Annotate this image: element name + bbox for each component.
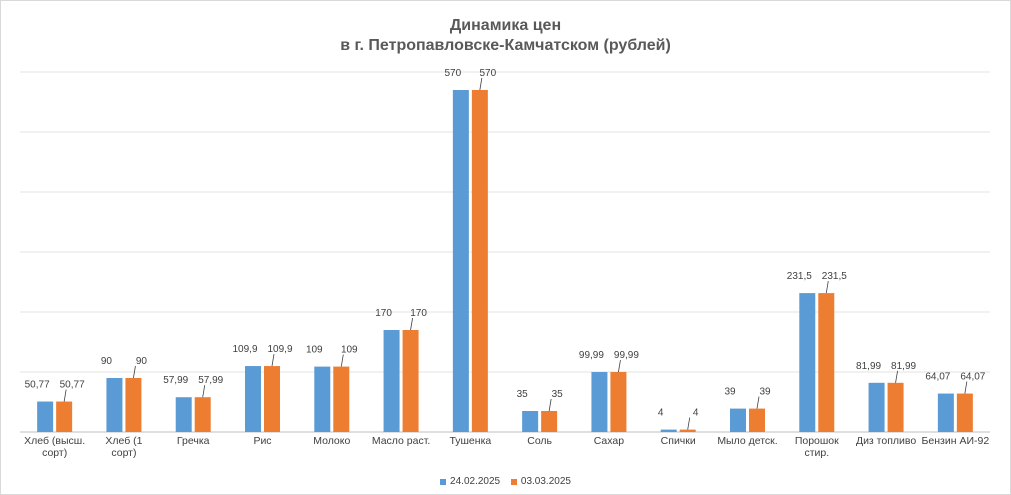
bar-series-1-8: [522, 411, 539, 432]
bar-series-2-12: [818, 293, 835, 432]
data-label-series-2-9: 99,99: [614, 350, 639, 361]
bar-series-1-11: [730, 408, 746, 432]
legend-swatch-series-1: [440, 478, 447, 485]
category-label-1: Хлеб (высш. сорт): [24, 435, 85, 459]
chart-title-line2: в г. Петропавловске-Камчатском (рублей): [340, 37, 671, 54]
bar-series-1-13: [868, 382, 885, 432]
bar-series-1-1: [37, 401, 54, 432]
category-label-7: Тушенка: [449, 435, 491, 447]
data-label-series-1-14: 64,07: [925, 372, 950, 383]
leader-line-11: [756, 396, 760, 409]
data-label-series-2-5: 109: [341, 345, 358, 356]
data-label-series-1-8: 35: [517, 389, 529, 400]
data-label-series-2-11: 39: [759, 387, 771, 398]
legend-item-series-2: 03.03.2025: [510, 476, 571, 487]
category-label-9: Сахар: [594, 435, 625, 447]
bars: [37, 90, 973, 432]
bar-series-1-10: [660, 429, 677, 432]
bar-series-1-6: [383, 330, 400, 432]
chart-title-line1: Динамика цен: [449, 17, 562, 34]
data-label-series-2-10: 4: [693, 408, 699, 419]
data-label-series-2-2: 90: [136, 356, 148, 367]
bar-series-1-7: [452, 90, 469, 432]
leader-line-6: [410, 317, 413, 331]
leader-line-9: [618, 359, 621, 373]
data-label-series-1-13: 81,99: [856, 361, 881, 372]
category-label-3: Гречка: [177, 435, 210, 447]
category-label-12: Порошок стир.: [795, 435, 839, 459]
bar-series-1-9: [591, 372, 608, 432]
bar-series-2-8: [541, 411, 558, 432]
bar-series-2-7: [471, 90, 488, 432]
data-label-series-2-4: 109,9: [267, 344, 292, 355]
legend-swatch-series-2: [510, 478, 517, 485]
bar-series-2-5: [333, 366, 350, 432]
category-label-5: Молоко: [313, 435, 350, 447]
bar-series-2-13: [887, 382, 904, 432]
data-label-series-1-9: 99,99: [579, 350, 604, 361]
bar-series-1-5: [314, 366, 331, 432]
leader-line-8: [548, 398, 552, 412]
category-label-8: Соль: [527, 435, 552, 447]
leader-line-2: [133, 365, 136, 379]
data-label-series-1-10: 4: [658, 408, 664, 419]
category-label-10: Спички: [661, 435, 696, 447]
legend-item-series-1: 24.02.2025: [440, 476, 500, 487]
bar-series-2-2: [125, 378, 142, 432]
data-label-series-1-3: 57,99: [163, 375, 188, 386]
category-label-4: Рис: [253, 435, 271, 447]
category-label-6: Масло раст.: [372, 435, 430, 447]
bar-series-1-4: [245, 366, 261, 432]
data-label-series-1-2: 90: [101, 356, 113, 367]
leader-line-13: [895, 370, 898, 383]
bar-series-1-3: [175, 397, 192, 432]
category-label-14: Бензин АИ-92: [922, 435, 990, 447]
category-label-11: Мыло детск.: [717, 435, 777, 447]
data-label-series-1-4: 109,9: [232, 344, 257, 355]
data-labels: 50,77 50,77 90 90 57,99 57,99 109,9 109,9 109 109…: [25, 68, 986, 430]
leader-line-7: [479, 77, 483, 91]
bar-series-1-2: [106, 378, 123, 432]
data-label-series-1-12: 231,5: [787, 271, 812, 282]
bar-series-2-4: [264, 366, 280, 432]
bar-series-2-6: [402, 330, 419, 432]
leader-line-4: [271, 353, 275, 367]
leader-line-3: [202, 385, 206, 398]
category-label-2: Хлеб (1 сорт): [105, 435, 142, 459]
bar-series-2-3: [194, 397, 211, 432]
chart-title: Динамика цен в г. Петропавловске-Камчатс…: [0, 16, 1011, 56]
data-label-series-2-6: 170: [410, 308, 427, 319]
category-labels: Хлеб (высш. сорт) Хлеб (1 сорт) Гречка Рис Мол…: [24, 435, 989, 459]
data-label-series-2-3: 57,99: [198, 375, 223, 386]
bar-series-2-9: [610, 372, 627, 432]
data-label-series-1-1: 50,77: [25, 380, 50, 391]
data-label-series-2-8: 35: [552, 389, 564, 400]
data-label-series-2-7: 570: [480, 68, 497, 79]
leader-line-10: [687, 417, 691, 430]
legend: 24.02.2025 03.03.2025: [0, 476, 1011, 488]
data-label-series-1-6: 170: [375, 308, 392, 319]
data-label-series-2-14: 64,07: [960, 372, 985, 383]
bar-series-2-10: [679, 429, 696, 432]
category-label-13: Диз топливо: [856, 435, 916, 447]
leader-line-1: [63, 389, 67, 402]
bar-series-1-12: [799, 293, 816, 432]
leader-line-5: [340, 354, 344, 367]
bar-series-2-1: [56, 401, 73, 432]
data-label-series-2-13: 81,99: [891, 361, 916, 372]
legend-label-series-2: 03.03.2025: [520, 476, 571, 487]
data-label-series-1-5: 109: [306, 345, 323, 356]
data-label-series-2-1: 50,77: [60, 380, 85, 391]
data-label-series-2-12: 231,5: [822, 271, 847, 282]
data-label-series-1-7: 570: [445, 68, 462, 79]
leader-line-12: [825, 281, 829, 294]
data-label-series-1-11: 39: [724, 387, 736, 398]
bar-series-1-14: [937, 393, 954, 432]
bar-series-2-11: [749, 408, 765, 432]
bar-series-2-14: [956, 393, 973, 432]
leader-line-14: [964, 381, 968, 394]
legend-label-series-1: 24.02.2025: [450, 476, 501, 487]
